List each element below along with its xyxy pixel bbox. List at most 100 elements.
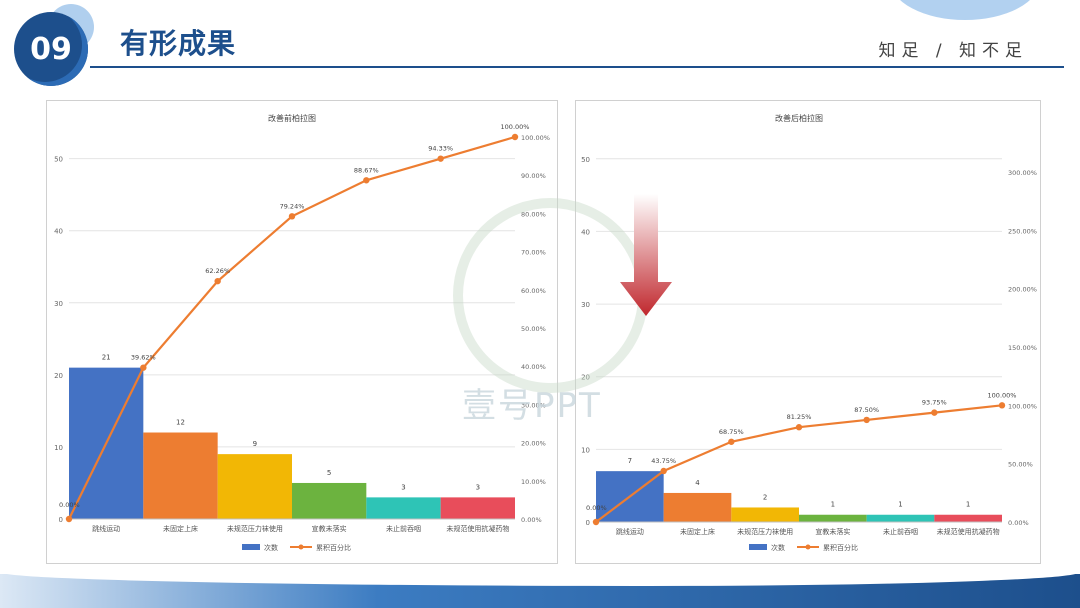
y2-tick-label: 200.00% <box>1008 286 1037 294</box>
y2-tick-label: 0.00% <box>521 516 542 524</box>
watermark-seal <box>453 198 648 393</box>
cumulative-data-label: 79.24% <box>280 202 305 210</box>
cumulative-data-label: 39.62% <box>131 354 156 362</box>
x-tick-label: 未止前吞咽 <box>883 527 918 536</box>
chart-title: 改善后柏拉图 <box>775 113 823 123</box>
cumulative-data-label: 100.00% <box>988 391 1017 399</box>
x-tick-label: 未固定上床 <box>163 524 198 533</box>
y-tick-label: 0 <box>59 516 63 524</box>
bar <box>934 514 1002 522</box>
cumulative-data-label: 62.26% <box>205 267 230 275</box>
y-tick-label: 10 <box>54 444 63 452</box>
bar <box>217 454 292 519</box>
bar <box>292 482 367 519</box>
cumulative-data-label: 81.25% <box>787 413 812 421</box>
y2-tick-label: 50.00% <box>1008 461 1033 469</box>
cumulative-data-label: 43.75% <box>651 457 676 465</box>
bar-data-label: 21 <box>102 354 111 362</box>
bar-data-label: 1 <box>966 501 970 509</box>
bar-data-label: 12 <box>176 419 185 427</box>
legend-swatch-marker <box>298 544 304 550</box>
cumulative-point <box>65 515 73 523</box>
y-tick-label: 50 <box>54 156 63 164</box>
pareto-chart-after: 改善后柏拉图010203040500.00%50.00%100.00%150.0… <box>581 113 1037 552</box>
cumulative-data-label: 100.00% <box>501 123 530 131</box>
y-tick-label: 30 <box>54 300 63 308</box>
cumulative-data-label: 0.00% <box>586 504 607 512</box>
x-tick-label: 跳线运动 <box>616 527 644 536</box>
down-arrow-icon <box>620 194 672 316</box>
y2-tick-label: 90.00% <box>521 172 546 180</box>
pareto-chart-before: 改善前柏拉图010203040500.00%10.00%20.00%30.00%… <box>54 113 550 552</box>
y2-tick-label: 0.00% <box>1008 519 1029 527</box>
bar-data-label: 7 <box>628 457 632 465</box>
x-tick-label: 未规范使用抗凝药物 <box>937 527 1000 536</box>
x-tick-label: 未规范压力袜使用 <box>737 527 793 536</box>
bar <box>866 514 935 522</box>
y-tick-label: 40 <box>54 228 63 236</box>
legend-label: 次数 <box>771 543 785 552</box>
bar-data-label: 3 <box>476 483 480 491</box>
x-tick-label: 未止前吞咽 <box>386 524 421 533</box>
cumulative-point <box>728 438 735 445</box>
cumulative-point <box>140 364 147 371</box>
y-tick-label: 0 <box>586 519 590 527</box>
page-title: 有形成果 <box>120 27 237 60</box>
y-tick-label: 50 <box>581 156 590 164</box>
legend-swatch-bar <box>242 544 260 550</box>
y2-tick-label: 150.00% <box>1008 344 1037 352</box>
chart-title: 改善前柏拉图 <box>268 113 316 123</box>
cumulative-point <box>931 409 938 416</box>
bar <box>366 497 441 519</box>
cumulative-point <box>511 133 519 141</box>
cumulative-point <box>592 518 600 526</box>
bar <box>143 432 218 519</box>
header-divider <box>90 66 1064 68</box>
bar-data-label: 3 <box>401 483 405 491</box>
legend-label: 累积百分比 <box>823 543 858 552</box>
cumulative-data-label: 93.75% <box>922 399 947 407</box>
legend-swatch-bar <box>749 544 767 550</box>
cumulative-point <box>660 467 667 475</box>
cumulative-data-label: 68.75% <box>719 428 744 436</box>
y2-tick-label: 250.00% <box>1008 227 1037 235</box>
y2-tick-label: 300.00% <box>1008 169 1037 177</box>
y-tick-label: 20 <box>54 372 63 380</box>
y2-tick-label: 100.00% <box>521 134 550 142</box>
cumulative-point <box>863 416 870 424</box>
section-number: 09 <box>30 31 72 67</box>
bar <box>731 507 799 522</box>
legend-swatch-marker <box>805 544 811 550</box>
section-badge <box>14 12 88 86</box>
footer-wave <box>0 572 1080 586</box>
bar-data-label: 9 <box>253 440 257 448</box>
x-tick-label: 未固定上床 <box>680 527 715 536</box>
cumulative-data-label: 88.67% <box>354 166 379 174</box>
x-tick-label: 跳线运动 <box>92 524 120 533</box>
y2-tick-label: 30.00% <box>521 401 546 409</box>
bar-data-label: 2 <box>763 493 767 501</box>
cumulative-point <box>998 402 1006 409</box>
cumulative-point <box>795 424 803 431</box>
cumulative-point <box>437 155 444 162</box>
cumulative-point <box>288 213 296 220</box>
cumulative-data-label: 94.33% <box>428 145 453 153</box>
legend-label: 累积百分比 <box>316 543 351 552</box>
bar <box>799 514 867 522</box>
slogan: 知足 / 知不足 <box>878 41 1028 61</box>
cumulative-point <box>214 277 221 285</box>
corner-decoration <box>890 0 1040 20</box>
y-tick-label: 10 <box>581 446 590 454</box>
bar-data-label: 5 <box>327 469 331 477</box>
cumulative-data-label: 87.50% <box>854 406 879 414</box>
y2-tick-label: 20.00% <box>521 440 546 448</box>
chart-panel-after: 改善后柏拉图 0 10 20 30 40 50 0.00% 50.00% 100.00% 150.0… <box>575 100 1041 564</box>
bar-data-label: 1 <box>898 501 902 509</box>
x-tick-label: 宣教未落实 <box>815 527 850 536</box>
bar <box>440 497 515 519</box>
y2-tick-label: 10.00% <box>521 478 546 486</box>
watermark-text: 壹号PPT <box>462 386 602 426</box>
y2-tick-label: 100.00% <box>1008 402 1037 410</box>
cumulative-data-label: 0.00% <box>59 501 80 509</box>
x-tick-label: 未规范压力袜使用 <box>227 524 283 533</box>
